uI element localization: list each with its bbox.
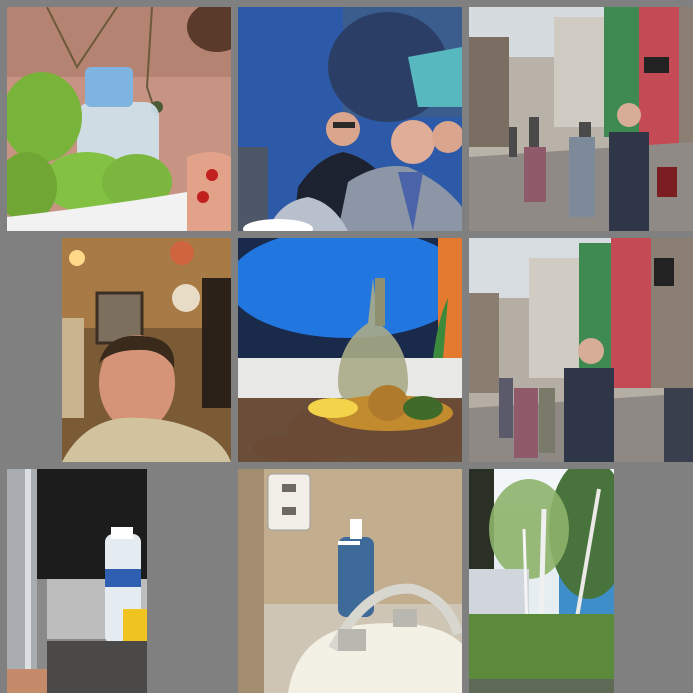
photo-pedestrian-street [469,7,693,231]
photo-man-restaurant [62,238,231,462]
photo-bathroom-sink [238,469,462,693]
photo-apples-bottle [7,7,231,231]
photo-bottle-fruit-bowl [238,238,462,462]
photo-men-in-suits [238,7,462,231]
photo-pedestrian-street-2 [469,238,693,462]
photo-water-bottle-table [7,469,147,693]
photo-birch-trees [469,469,614,693]
